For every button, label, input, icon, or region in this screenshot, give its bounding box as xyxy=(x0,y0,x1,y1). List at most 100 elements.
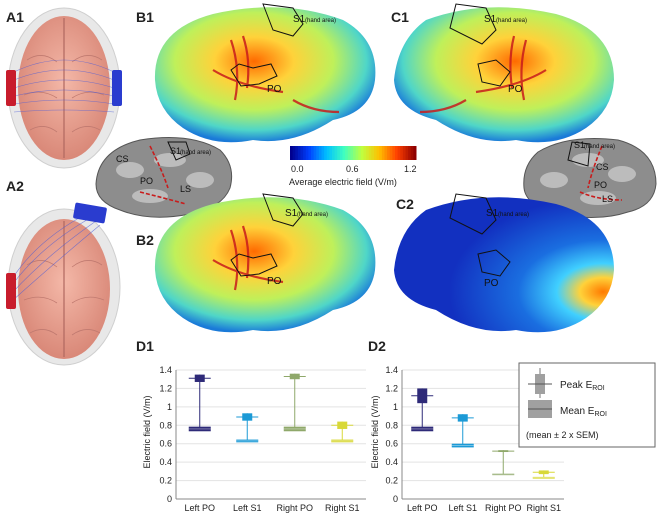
svg-text:S1: S1 xyxy=(484,14,497,25)
colorbar-segment xyxy=(326,146,330,160)
svg-text:PO: PO xyxy=(140,176,153,186)
y-tick-label: 0.8 xyxy=(385,420,398,430)
y-tick-label: 0 xyxy=(167,494,172,504)
colorbar-segment xyxy=(350,146,354,160)
colorbar-segment xyxy=(345,146,349,160)
x-tick-label: Right S1 xyxy=(325,503,360,513)
legend-mean-label: Mean EROI xyxy=(560,406,607,418)
y-tick-label: 1 xyxy=(393,402,398,412)
y-tick-label: 0.6 xyxy=(385,439,398,449)
x-tick-label: Right PO xyxy=(485,503,522,513)
colorbar-segment xyxy=(400,146,404,160)
colorbar-tick: 0.0 xyxy=(291,164,304,174)
svg-text:(hand area): (hand area) xyxy=(498,212,529,218)
colorbar-segment xyxy=(376,146,380,160)
svg-text:PO: PO xyxy=(508,84,523,95)
svg-text:S1: S1 xyxy=(170,146,181,156)
y-tick-label: 0.8 xyxy=(159,420,172,430)
colorbar-segment xyxy=(321,146,325,160)
colorbar-segment xyxy=(389,146,393,160)
colorbar-segment xyxy=(292,146,296,160)
svg-text:PO: PO xyxy=(267,276,282,287)
panel-label-a1: A1 xyxy=(6,9,24,25)
colorbar-segment xyxy=(332,146,336,160)
brain-surface-c2-image: S1 (hand area) PO xyxy=(394,193,614,333)
colorbar-segment xyxy=(313,146,317,160)
x-tick-label: Right S1 xyxy=(526,503,561,513)
colorbar-segment xyxy=(379,146,383,160)
legend-peak-label: Peak EROI xyxy=(560,380,605,392)
svg-text:PO: PO xyxy=(267,84,282,95)
colorbar-segment xyxy=(366,146,370,160)
y-tick-label: 0.6 xyxy=(159,439,172,449)
svg-text:PO: PO xyxy=(594,180,607,190)
legend-box: Peak EROI Mean EROI (mean ± 2 x SEM) xyxy=(518,362,656,448)
panel-label-c2: C2 xyxy=(396,196,414,212)
inflated-brain-right-image: S1 (hand area) CS PO LS xyxy=(523,138,657,219)
colorbar-segment xyxy=(303,146,307,160)
colorbar-segment xyxy=(339,146,343,160)
colorbar-segment xyxy=(387,146,391,160)
colorbar-segment xyxy=(405,146,409,160)
colorbar-segment xyxy=(392,146,396,160)
y-axis-label: Electric field (V/m) xyxy=(142,395,152,468)
svg-text:CS: CS xyxy=(116,154,129,164)
svg-text:(hand area): (hand area) xyxy=(305,18,336,24)
colorbar-segment xyxy=(318,146,322,160)
panel-label-b2: B2 xyxy=(136,232,154,248)
colorbar-segment xyxy=(358,146,362,160)
panel-label-d1: D1 xyxy=(136,338,154,354)
svg-text:(hand area): (hand area) xyxy=(180,150,211,156)
colorbar-segment xyxy=(324,146,328,160)
colorbar-segment xyxy=(337,146,341,160)
colorbar-segment xyxy=(384,146,388,160)
colorbar-segment xyxy=(305,146,309,160)
svg-text:S1: S1 xyxy=(574,140,585,150)
y-tick-label: 0 xyxy=(393,494,398,504)
y-tick-label: 1 xyxy=(167,402,172,412)
x-tick-label: Right PO xyxy=(276,503,313,513)
colorbar-segment xyxy=(374,146,378,160)
y-tick-label: 0.4 xyxy=(385,457,398,467)
svg-text:LS: LS xyxy=(180,184,191,194)
colorbar-segment xyxy=(402,146,406,160)
inflated-brain-left-image: CS S1 (hand area) PO LS xyxy=(95,137,233,218)
colorbar-tick: 0.6 xyxy=(346,164,359,174)
colorbar-segment xyxy=(295,146,299,160)
colorbar-segment xyxy=(371,146,375,160)
legend-note: (mean ± 2 x SEM) xyxy=(526,430,598,440)
svg-text:LS: LS xyxy=(602,194,613,204)
colorbar-segment xyxy=(297,146,301,160)
chart-d2: Electric field (V/m) 0 0.2 0.4 0.6 0.8 1 1.2 1.… xyxy=(370,365,564,513)
y-tick-label: 1.2 xyxy=(385,383,398,393)
brain-surface-c1-image: S1 (hand area) PO xyxy=(394,3,614,143)
x-tick-label: Left S1 xyxy=(448,503,477,513)
panel-label-a2: A2 xyxy=(6,178,24,194)
y-tick-label: 0.2 xyxy=(159,476,172,486)
panel-label-b1: B1 xyxy=(136,9,154,25)
colorbar-segment xyxy=(311,146,315,160)
colorbar-segment xyxy=(290,146,294,160)
colorbar: 0.0 0.6 1.2 Average electric field (V/m) xyxy=(289,146,417,187)
y-tick-label: 1.4 xyxy=(159,365,172,375)
colorbar-segment xyxy=(355,146,359,160)
panel-label-d2: D2 xyxy=(368,338,386,354)
svg-text:PO: PO xyxy=(484,278,499,289)
brain-surface-b1-image: S1 (hand area) PO xyxy=(154,3,376,143)
colorbar-label: Average electric field (V/m) xyxy=(289,177,397,187)
y-tick-label: 0.2 xyxy=(385,476,398,486)
y-tick-label: 1.2 xyxy=(159,383,172,393)
colorbar-segment xyxy=(395,146,399,160)
colorbar-segment xyxy=(410,146,414,160)
colorbar-segment xyxy=(397,146,401,160)
colorbar-segment xyxy=(300,146,304,160)
colorbar-segment xyxy=(413,146,417,160)
y-tick-label: 1.4 xyxy=(385,365,398,375)
colorbar-segment xyxy=(308,146,312,160)
y-axis-label: Electric field (V/m) xyxy=(370,395,380,468)
svg-text:(hand area): (hand area) xyxy=(297,212,328,218)
head-model-a2-image xyxy=(6,202,121,366)
brain-surface-b2-image: S1 (hand area) PO xyxy=(154,193,376,333)
colorbar-segment xyxy=(342,146,346,160)
colorbar-segment xyxy=(347,146,351,160)
